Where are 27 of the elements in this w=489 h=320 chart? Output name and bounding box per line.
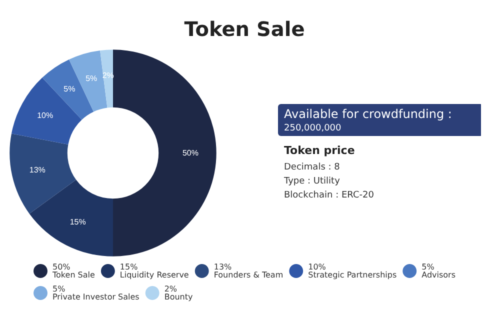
legend-label: Private Investor Sales	[52, 292, 140, 302]
data-label: 13%	[29, 165, 46, 174]
legend-label: Token Sale	[52, 270, 96, 280]
text: 5%	[52, 284, 66, 294]
text: 5%	[422, 262, 434, 272]
legend-label: Founders & Team	[214, 270, 284, 280]
text: Token price	[284, 144, 355, 157]
legend-label: Strategic Partnerships	[308, 270, 397, 280]
data-label: 50%	[182, 148, 198, 158]
text: Available for crowdfunding :	[284, 107, 452, 121]
data-label: 10%	[37, 111, 54, 120]
text: Decimals : 8	[284, 162, 340, 172]
text: 15%	[120, 262, 138, 272]
text: 2%	[164, 284, 178, 294]
legend-label: Bounty	[164, 292, 193, 302]
data-label: 5%	[86, 74, 98, 84]
data-label: 15%	[70, 218, 86, 227]
slice-label: Token Sale	[184, 17, 305, 41]
text: 13%	[214, 262, 232, 272]
data-label: 5%	[64, 84, 76, 94]
text: 10%	[308, 262, 326, 272]
legend-label: Advisors	[422, 270, 456, 280]
text: 250,000,000	[284, 124, 342, 134]
legend-label: Liquidity Reserve	[120, 270, 189, 280]
text: Blockchain : ERC-20	[284, 190, 374, 200]
text: 50%	[52, 262, 70, 272]
text: Type : Utility	[283, 176, 341, 186]
